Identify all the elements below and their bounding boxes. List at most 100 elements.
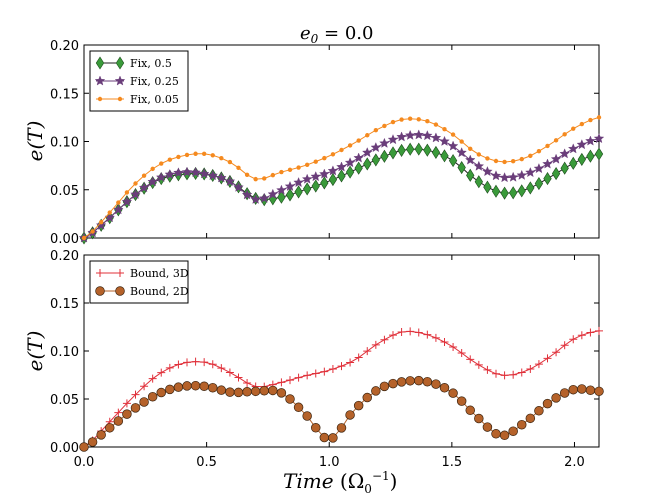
- data-point: [387, 134, 399, 145]
- data-point: [440, 338, 449, 347]
- data-point: [517, 184, 526, 198]
- data-point: [482, 166, 493, 177]
- data-point: [157, 368, 166, 377]
- data-point: [113, 204, 124, 215]
- data-point: [207, 170, 219, 181]
- data-point: [293, 402, 304, 413]
- data-point: [250, 386, 261, 397]
- data-point: [423, 143, 432, 157]
- data-point: [173, 167, 184, 178]
- data-point: [242, 387, 252, 397]
- legend-label: Bound, 3D: [130, 267, 189, 280]
- data-point: [586, 149, 595, 163]
- data-point: [164, 169, 176, 180]
- data-point: [476, 152, 482, 157]
- data-point: [95, 219, 107, 230]
- data-point: [139, 397, 149, 407]
- data-point: [448, 388, 458, 398]
- data-point: [345, 410, 355, 420]
- data-point: [336, 161, 347, 172]
- data-point: [507, 171, 519, 182]
- y-tick-label: 0.10: [50, 136, 79, 151]
- data-point: [311, 423, 321, 433]
- top-legend: Fix, 0.5 Fix, 0.25 Fix, 0.05: [89, 50, 189, 112]
- data-point: [121, 196, 133, 207]
- data-point: [447, 140, 459, 151]
- data-point: [397, 143, 406, 157]
- data-point: [241, 189, 253, 200]
- data-point: [130, 188, 141, 200]
- data-point: [183, 358, 191, 367]
- data-point: [442, 126, 447, 132]
- panel-bottom: 0.00 0.05 0.10 0.15 0.20 0.0 0.5 1.0 1.5 2.0 e(T…: [23, 249, 604, 470]
- data-point: [440, 149, 449, 163]
- data-point: [516, 169, 528, 180]
- data-point: [456, 396, 467, 406]
- data-point: [545, 143, 550, 149]
- data-point: [294, 373, 303, 382]
- data-point: [259, 385, 270, 396]
- data-point: [499, 430, 510, 441]
- legend-box: [89, 260, 189, 304]
- data-point: [337, 362, 346, 371]
- data-point: [422, 376, 433, 387]
- data-point: [371, 153, 380, 167]
- data-point: [337, 169, 346, 183]
- data-point: [79, 442, 89, 452]
- data-point: [517, 368, 526, 377]
- data-point: [320, 176, 329, 190]
- data-point: [559, 148, 570, 159]
- data-point: [579, 121, 585, 127]
- legend-marker: [94, 75, 106, 86]
- bottom-y-axis-label: e(T): [23, 331, 47, 372]
- data-point: [543, 354, 552, 363]
- data-point: [567, 143, 579, 154]
- series-fix-0-05: [81, 115, 602, 241]
- data-point: [457, 348, 466, 357]
- data-point: [552, 348, 561, 357]
- data-point: [174, 360, 183, 369]
- data-point: [131, 390, 140, 399]
- y-tick-label: 0.20: [50, 39, 79, 54]
- data-point: [147, 391, 158, 402]
- data-point: [542, 158, 553, 169]
- data-point: [379, 137, 390, 148]
- data-point: [87, 437, 98, 447]
- data-point: [113, 416, 124, 426]
- x-axis-label: Time (Ω0−1): [283, 469, 397, 496]
- data-point: [492, 369, 500, 378]
- legend-marker: [114, 75, 126, 86]
- data-point: [138, 182, 150, 193]
- data-point: [490, 170, 502, 181]
- data-point: [370, 142, 382, 153]
- data-point: [320, 367, 329, 376]
- data-point: [362, 392, 373, 403]
- data-point: [233, 181, 244, 192]
- y-tick-label: 0.20: [50, 249, 79, 264]
- data-point: [466, 355, 475, 364]
- data-point: [528, 153, 533, 159]
- data-point: [449, 342, 458, 351]
- data-point: [379, 381, 390, 392]
- data-point: [250, 193, 261, 204]
- data-point: [319, 168, 330, 179]
- chart-title: e0 = 0.0: [300, 23, 373, 46]
- data-point: [285, 394, 295, 404]
- data-point: [190, 380, 201, 391]
- data-point: [407, 116, 413, 121]
- data-point: [294, 185, 303, 199]
- data-point: [243, 378, 252, 387]
- data-point: [431, 145, 441, 159]
- data-point: [483, 180, 492, 194]
- x-tick-label: 0.5: [196, 455, 217, 470]
- legend-label: Fix, 0.5: [130, 57, 172, 70]
- data-point: [416, 117, 421, 122]
- data-point: [150, 166, 155, 172]
- y-tick-label: 0.00: [50, 441, 79, 456]
- data-point: [586, 328, 595, 337]
- data-point: [276, 184, 287, 195]
- data-point: [277, 190, 286, 204]
- data-point: [382, 123, 387, 129]
